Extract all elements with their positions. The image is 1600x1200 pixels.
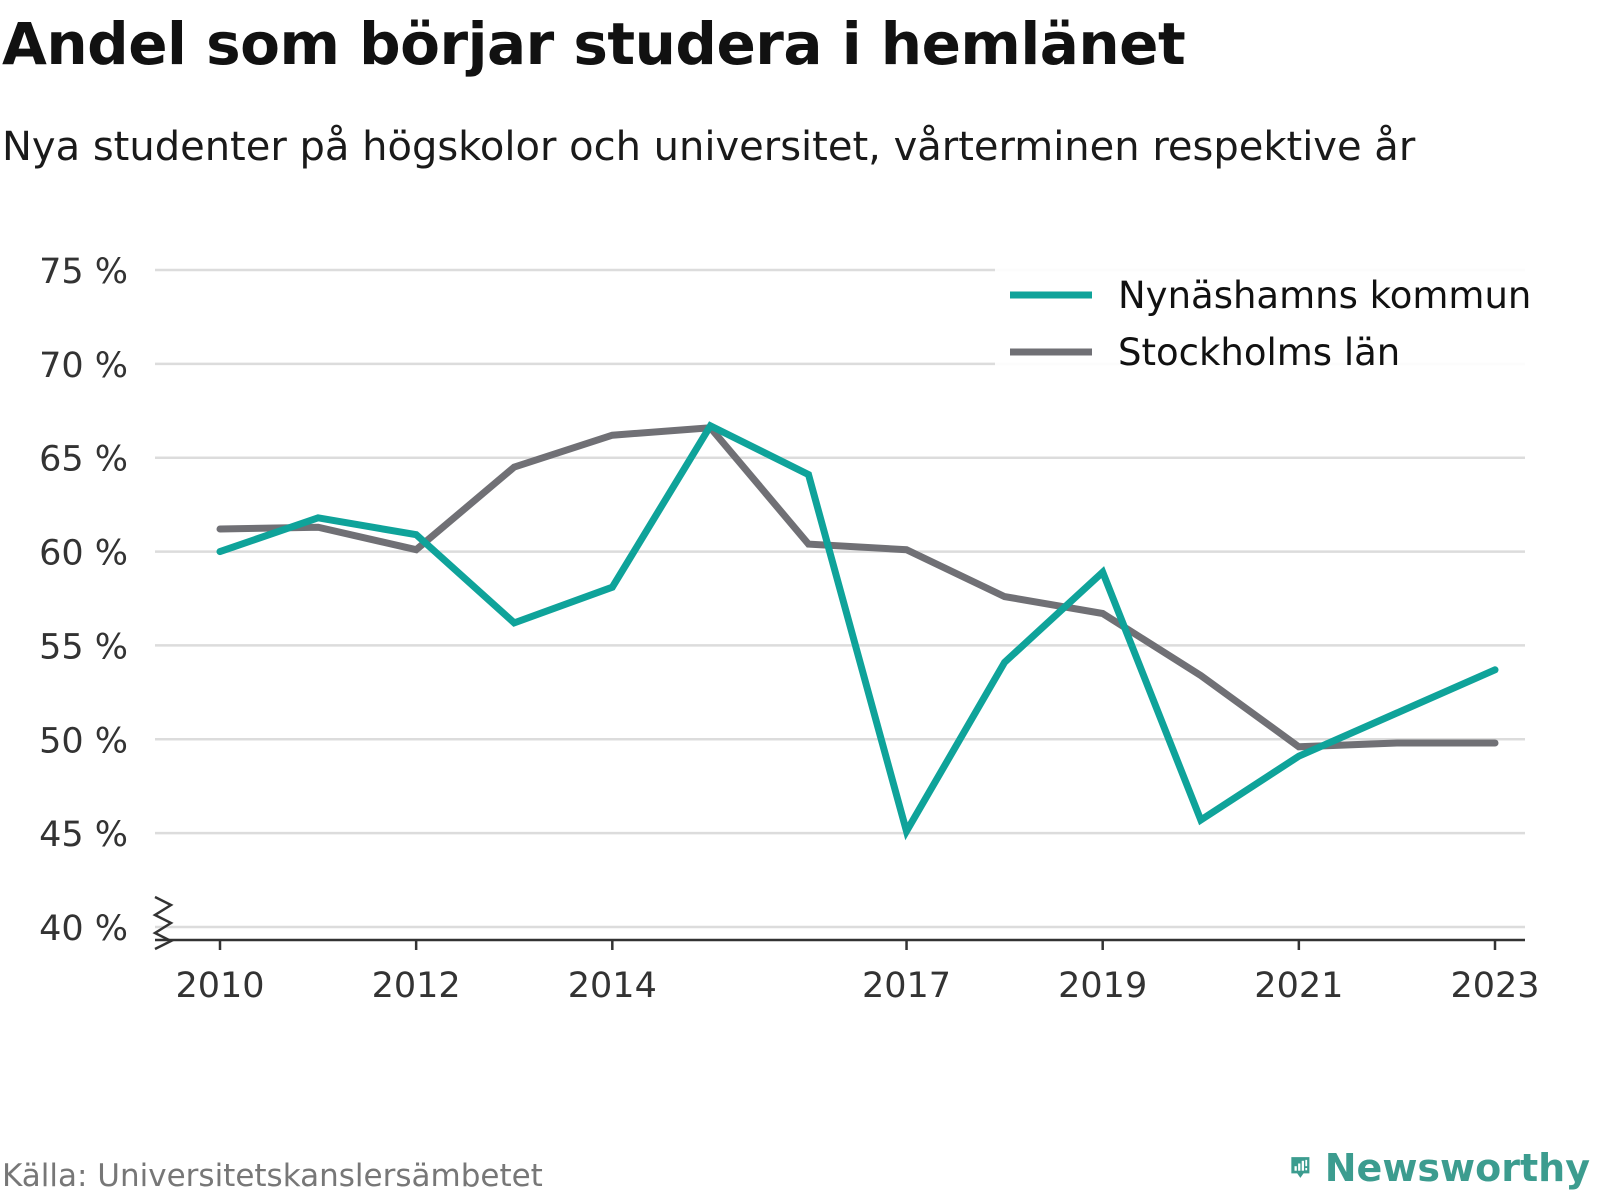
source-note: Källa: Universitetskanslersämbetet bbox=[2, 1158, 543, 1194]
x-tick-label: 2010 bbox=[175, 966, 264, 1006]
y-tick-label: 65 % bbox=[39, 440, 128, 480]
x-tick-label: 2014 bbox=[568, 966, 657, 1006]
legend-label: Nynäshamns kommun bbox=[1118, 274, 1531, 317]
y-tick-label: 50 % bbox=[39, 721, 128, 761]
y-tick-label: 70 % bbox=[39, 346, 128, 386]
y-tick-label: 40 % bbox=[39, 909, 128, 949]
y-tick-label: 45 % bbox=[39, 815, 128, 855]
x-tick-label: 2012 bbox=[372, 966, 461, 1006]
series-line-nynashamn bbox=[216, 421, 1499, 841]
x-tick-label: 2019 bbox=[1058, 966, 1147, 1006]
legend-label: Stockholms län bbox=[1118, 331, 1400, 374]
chart-subtitle: Nya studenter på högskolor och universit… bbox=[2, 124, 1416, 170]
chart-title: Andel som börjar studera i hemlänet bbox=[2, 10, 1186, 78]
x-tick-label: 2023 bbox=[1450, 966, 1539, 1006]
brand-logo: Newsworthy bbox=[1290, 1140, 1590, 1196]
brand-name: Newsworthy bbox=[1324, 1146, 1590, 1190]
y-tick-label: 55 % bbox=[39, 627, 128, 667]
newsworthy-logo-icon bbox=[1291, 1157, 1310, 1178]
y-tick-label: 60 % bbox=[39, 534, 128, 574]
y-tick-label: 75 % bbox=[39, 252, 128, 292]
x-tick-label: 2017 bbox=[862, 966, 951, 1006]
series-line-stockholm bbox=[216, 424, 1499, 751]
x-tick-label: 2021 bbox=[1254, 966, 1343, 1006]
